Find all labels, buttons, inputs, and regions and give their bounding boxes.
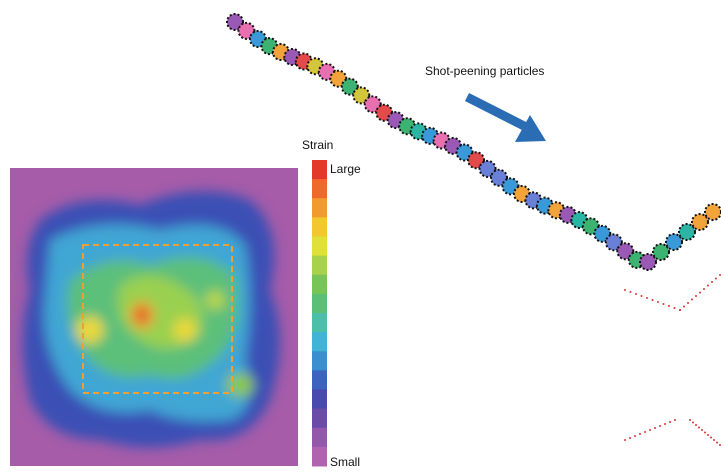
outline-dot <box>687 302 689 304</box>
annotation: Shot-peening particles <box>425 64 544 78</box>
colorbar-segment <box>312 409 327 429</box>
outline-dot <box>715 278 717 280</box>
colorbar-segment <box>312 198 327 218</box>
outline-dot <box>699 292 701 294</box>
colorbar-segment <box>312 428 327 448</box>
sample-outline <box>624 274 721 446</box>
outline-dot <box>646 297 648 299</box>
colorbar-segment <box>312 351 327 371</box>
outline-dot <box>669 421 671 423</box>
colorbar-segment <box>312 370 327 390</box>
outline-dot <box>707 434 709 436</box>
outline-dot <box>657 301 659 303</box>
colorbar-segment <box>312 237 327 257</box>
outline-dot <box>630 291 632 293</box>
colorbar-segment <box>312 390 327 410</box>
outline-dot <box>679 309 681 311</box>
colorbar-segment <box>312 160 327 180</box>
colorbar-max-label: Large <box>330 162 361 176</box>
colorbar-min-label: Small <box>330 455 360 469</box>
colorbar-segment <box>312 313 327 333</box>
colorbar-segment <box>312 294 327 314</box>
outline-dot <box>664 423 666 425</box>
outline-dot <box>716 442 718 444</box>
colorbar-segment <box>312 179 327 199</box>
outline-dot <box>668 305 670 307</box>
colorbar-segment <box>312 256 327 276</box>
outline-dot <box>698 427 700 429</box>
outline-dot <box>674 419 676 421</box>
colorbar-segment <box>312 332 327 352</box>
outline-dot <box>710 437 712 439</box>
outline-dot <box>652 299 654 301</box>
outline-dot <box>641 295 643 297</box>
outline-dot <box>691 299 693 301</box>
colorbar-segment <box>312 275 327 295</box>
outline-dot <box>663 303 665 305</box>
outline-dot <box>704 432 706 434</box>
outline-dot <box>692 422 694 424</box>
outline-dot <box>674 307 676 309</box>
particle <box>705 204 721 220</box>
outline-dot <box>634 435 636 437</box>
outline-dot <box>683 306 685 308</box>
outline-dot <box>649 429 651 431</box>
outline-dot <box>711 281 713 283</box>
figure: Strain Large Small Shot-peening particle… <box>0 0 721 476</box>
outline-dot <box>659 425 661 427</box>
colorbar <box>312 160 327 467</box>
colorbar-title: Strain <box>302 138 333 152</box>
outline-dot <box>635 293 637 295</box>
colorbar-segment <box>312 447 327 467</box>
outline-dot <box>629 437 631 439</box>
outline-dot <box>654 427 656 429</box>
outline-dot <box>713 439 715 441</box>
outline-dot <box>703 288 705 290</box>
outline-dot <box>639 433 641 435</box>
outline-dot <box>624 289 626 291</box>
strain-map <box>10 168 298 466</box>
colorbar-segment <box>312 217 327 237</box>
outline-dot <box>695 424 697 426</box>
arrow <box>467 97 546 142</box>
outline-dot <box>624 439 626 441</box>
outline-dot <box>707 285 709 287</box>
outline-dot <box>644 431 646 433</box>
outline-dot <box>689 419 691 421</box>
outline-dot <box>701 429 703 431</box>
outline-dot <box>695 295 697 297</box>
